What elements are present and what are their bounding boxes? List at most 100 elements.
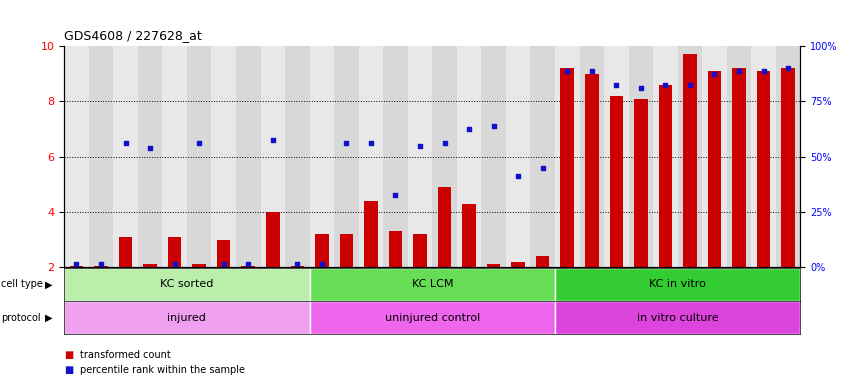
Text: ■: ■: [64, 350, 74, 360]
Bar: [119, 237, 133, 267]
Bar: [782, 68, 795, 267]
Text: percentile rank within the sample: percentile rank within the sample: [80, 365, 245, 375]
Point: [437, 140, 451, 146]
Point: [708, 71, 722, 77]
Bar: [310, 301, 555, 334]
Bar: [555, 301, 800, 334]
Point: [634, 84, 648, 91]
Bar: [727, 46, 752, 267]
Point: [511, 173, 525, 179]
Bar: [69, 266, 83, 267]
Point: [266, 137, 280, 143]
Point: [487, 123, 501, 129]
Point: [609, 82, 623, 88]
Bar: [678, 46, 702, 267]
Bar: [407, 46, 432, 267]
Bar: [310, 46, 334, 267]
Bar: [211, 46, 236, 267]
Bar: [432, 46, 457, 267]
Bar: [241, 266, 255, 267]
Bar: [561, 68, 574, 267]
Bar: [752, 46, 776, 267]
Text: in vitro culture: in vitro culture: [637, 313, 718, 323]
Bar: [163, 46, 187, 267]
Text: ■: ■: [64, 365, 74, 375]
Bar: [315, 234, 329, 267]
Point: [413, 142, 427, 149]
Bar: [732, 68, 746, 267]
Bar: [555, 268, 800, 301]
Bar: [555, 46, 580, 267]
Bar: [481, 46, 506, 267]
Bar: [89, 46, 113, 267]
Bar: [389, 231, 402, 267]
Bar: [653, 46, 678, 267]
Text: injured: injured: [168, 313, 206, 323]
Bar: [658, 85, 672, 267]
Point: [143, 145, 157, 151]
Bar: [138, 46, 163, 267]
Bar: [585, 74, 598, 267]
Point: [119, 140, 133, 146]
Bar: [702, 46, 727, 267]
Bar: [628, 46, 653, 267]
Bar: [310, 268, 555, 301]
Point: [561, 68, 574, 74]
Point: [658, 82, 672, 88]
Text: KC in vitro: KC in vitro: [649, 279, 706, 290]
Point: [585, 68, 598, 74]
Point: [290, 262, 304, 268]
Point: [217, 262, 230, 268]
Bar: [437, 187, 451, 267]
Bar: [413, 234, 427, 267]
Bar: [334, 46, 359, 267]
Point: [241, 262, 255, 268]
Bar: [757, 71, 770, 267]
Bar: [236, 46, 260, 267]
Bar: [168, 237, 181, 267]
Bar: [260, 46, 285, 267]
Point: [732, 68, 746, 74]
Bar: [266, 212, 280, 267]
Bar: [364, 201, 377, 267]
Point: [536, 165, 550, 171]
Bar: [604, 46, 628, 267]
Point: [193, 140, 206, 146]
Point: [462, 126, 476, 132]
Bar: [64, 301, 310, 334]
Bar: [193, 265, 206, 267]
Point: [340, 140, 354, 146]
Point: [364, 140, 377, 146]
Bar: [708, 71, 722, 267]
Bar: [359, 46, 383, 267]
Point: [94, 262, 108, 268]
Bar: [64, 46, 89, 267]
Bar: [580, 46, 604, 267]
Text: GDS4608 / 227628_at: GDS4608 / 227628_at: [64, 29, 202, 42]
Point: [782, 65, 795, 71]
Bar: [511, 262, 525, 267]
Bar: [634, 99, 648, 267]
Bar: [487, 265, 501, 267]
Bar: [531, 46, 555, 267]
Bar: [217, 240, 230, 267]
Text: cell type: cell type: [1, 279, 43, 290]
Bar: [536, 256, 550, 267]
Bar: [683, 55, 697, 267]
Point: [389, 192, 402, 199]
Text: KC sorted: KC sorted: [160, 279, 214, 290]
Text: ▶: ▶: [45, 279, 53, 290]
Bar: [462, 204, 476, 267]
Bar: [506, 46, 531, 267]
Text: protocol: protocol: [1, 313, 40, 323]
Bar: [94, 266, 108, 267]
Text: ▶: ▶: [45, 313, 53, 323]
Text: KC LCM: KC LCM: [412, 279, 453, 290]
Bar: [285, 46, 310, 267]
Bar: [187, 46, 211, 267]
Bar: [383, 46, 407, 267]
Point: [683, 82, 697, 88]
Bar: [113, 46, 138, 267]
Bar: [64, 268, 310, 301]
Bar: [340, 234, 354, 267]
